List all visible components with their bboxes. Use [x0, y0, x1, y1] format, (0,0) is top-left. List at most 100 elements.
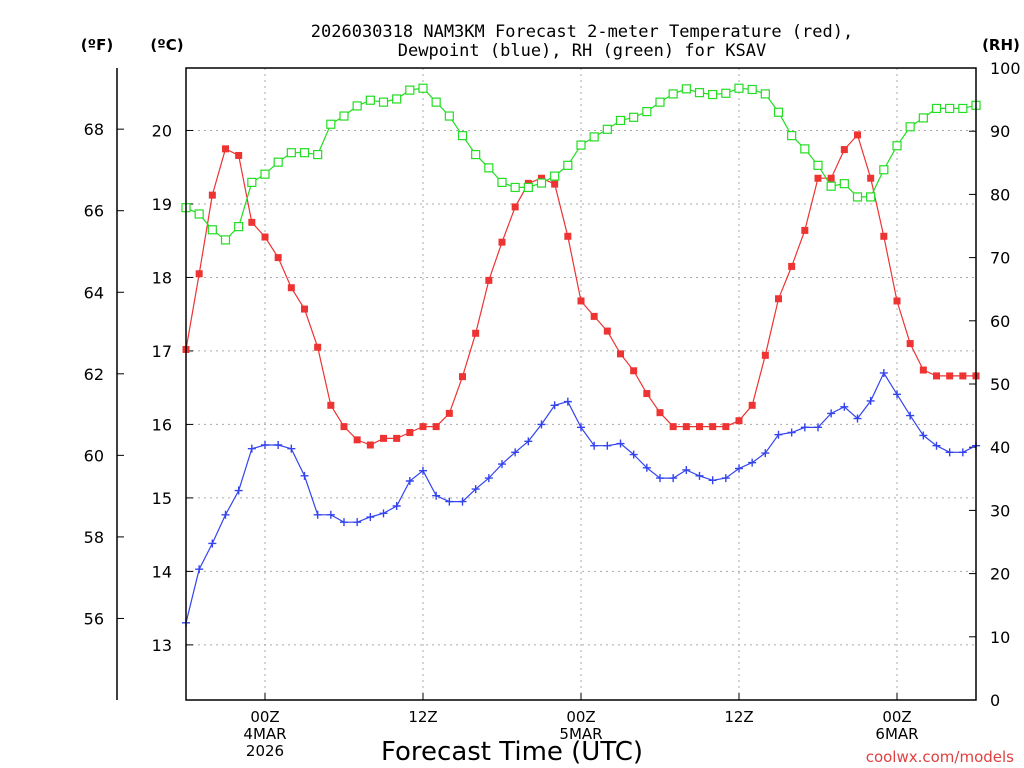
data-point [788, 262, 796, 270]
data-point [958, 448, 967, 457]
data-point [775, 295, 782, 303]
data-point [840, 146, 848, 154]
data-point [300, 471, 309, 480]
data-point [617, 350, 624, 358]
data-point [287, 284, 295, 292]
data-point [538, 174, 545, 182]
data-point [747, 84, 757, 95]
data-point [498, 238, 506, 246]
data-point [195, 565, 204, 574]
data-point [748, 458, 757, 467]
data-point [248, 218, 256, 226]
data-point [314, 343, 322, 351]
data-point [208, 539, 217, 548]
data-point [220, 235, 231, 245]
data-point [392, 94, 402, 104]
data-point [511, 448, 520, 457]
celsius-tick-label: 19 [152, 195, 172, 214]
time-tick-label: 2026 [246, 742, 284, 760]
data-point [485, 276, 493, 284]
data-point [761, 449, 770, 458]
data-point [378, 97, 389, 107]
data-point [392, 501, 401, 510]
data-point [853, 414, 862, 423]
series-rh [181, 83, 981, 245]
data-point [576, 140, 586, 150]
chart-title-line1: 2026030318 NAM3KM Forecast 2-meter Tempe… [311, 22, 853, 42]
series-2-meter-temperature [182, 131, 980, 449]
data-point [773, 107, 784, 117]
grid [186, 68, 976, 700]
data-point [313, 149, 323, 160]
data-point [419, 466, 427, 475]
data-point [353, 436, 361, 444]
data-point [695, 471, 704, 480]
data-point [787, 131, 797, 141]
data-point [405, 85, 415, 95]
data-point [366, 513, 375, 522]
data-point [721, 88, 731, 98]
rh-tick-label: 10 [990, 628, 1010, 647]
time-tick-label: 00Z [566, 708, 595, 726]
fahrenheit-axis: 56 58 60 62 64 66 68 [84, 120, 124, 628]
data-point [432, 423, 440, 431]
data-point [313, 510, 322, 519]
data-point [380, 434, 387, 442]
data-point [642, 463, 651, 472]
data-point [537, 420, 546, 429]
celsius-unit-label: (ºC) [150, 36, 183, 54]
rh-tick-label: 90 [990, 122, 1010, 141]
data-point [854, 131, 861, 139]
data-point [603, 441, 612, 450]
data-point [418, 83, 428, 93]
data-point [340, 518, 348, 527]
data-point [839, 179, 849, 189]
data-point [550, 171, 560, 181]
data-point [365, 95, 375, 105]
data-point [931, 103, 942, 114]
data-point [484, 474, 493, 483]
data-point [471, 485, 480, 494]
data-point [709, 423, 717, 431]
data-point [457, 131, 468, 141]
data-point [721, 474, 730, 483]
data-point [892, 141, 902, 151]
time-tick-label: 4MAR [243, 725, 286, 743]
fahrenheit-tick-label: 64 [84, 283, 104, 302]
data-point [563, 160, 573, 170]
data-point [958, 103, 968, 114]
data-point [748, 401, 756, 409]
data-point [524, 437, 533, 446]
data-point [366, 441, 374, 449]
data-point [945, 103, 955, 114]
rh-unit-label: (RH) [982, 36, 1020, 54]
series-dewpoint [182, 368, 980, 627]
celsius-tick-label: 14 [152, 562, 172, 581]
data-point [393, 434, 401, 442]
data-point [458, 497, 467, 506]
celsius-tick-label: 13 [152, 636, 172, 655]
celsius-tick-label: 16 [152, 415, 172, 434]
data-point [471, 149, 481, 160]
data-point [918, 113, 928, 123]
data-point [208, 191, 216, 199]
data-point [222, 145, 229, 153]
data-point [564, 232, 572, 240]
data-point [590, 441, 599, 450]
data-point [497, 177, 507, 187]
data-point [656, 409, 664, 417]
data-point [511, 203, 519, 211]
rh-tick-label: 30 [990, 501, 1010, 520]
data-point [616, 439, 625, 448]
data-point [301, 305, 308, 313]
time-tick-label: 12Z [408, 708, 437, 726]
data-point [379, 509, 388, 518]
data-point [406, 429, 414, 437]
data-point [353, 518, 362, 527]
data-point [906, 411, 915, 420]
time-tick-label: 00Z [882, 708, 911, 726]
data-point [866, 396, 875, 405]
data-point [194, 209, 204, 219]
data-point [735, 417, 743, 425]
